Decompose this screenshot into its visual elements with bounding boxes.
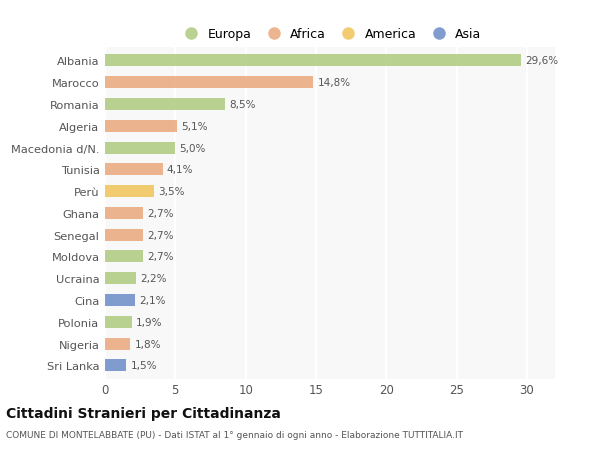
Bar — [105, 294, 134, 307]
Bar — [105, 360, 126, 372]
Text: 2,2%: 2,2% — [140, 274, 167, 284]
Bar — [105, 186, 154, 198]
Bar — [105, 338, 130, 350]
Text: 1,8%: 1,8% — [134, 339, 161, 349]
Bar — [105, 229, 143, 241]
Text: 2,1%: 2,1% — [139, 296, 165, 305]
Text: 29,6%: 29,6% — [526, 56, 559, 66]
Bar — [105, 207, 143, 219]
Bar — [105, 77, 313, 89]
Bar — [105, 273, 136, 285]
Text: 2,7%: 2,7% — [147, 252, 173, 262]
Text: 2,7%: 2,7% — [147, 230, 173, 240]
Bar — [105, 55, 521, 67]
Text: 2,7%: 2,7% — [147, 208, 173, 218]
Text: 3,5%: 3,5% — [158, 187, 185, 197]
Legend: Europa, Africa, America, Asia: Europa, Africa, America, Asia — [179, 28, 481, 41]
Text: 14,8%: 14,8% — [317, 78, 350, 88]
Bar — [105, 121, 177, 133]
Bar — [105, 251, 143, 263]
Text: COMUNE DI MONTELABBATE (PU) - Dati ISTAT al 1° gennaio di ogni anno - Elaborazio: COMUNE DI MONTELABBATE (PU) - Dati ISTAT… — [6, 431, 463, 440]
Text: 8,5%: 8,5% — [229, 100, 255, 110]
Text: 5,0%: 5,0% — [179, 143, 206, 153]
Text: 1,9%: 1,9% — [136, 317, 163, 327]
Bar — [105, 164, 163, 176]
Text: 1,5%: 1,5% — [130, 361, 157, 370]
Text: 4,1%: 4,1% — [167, 165, 193, 175]
Bar — [105, 142, 175, 154]
Bar — [105, 99, 224, 111]
Text: Cittadini Stranieri per Cittadinanza: Cittadini Stranieri per Cittadinanza — [6, 406, 281, 420]
Text: 5,1%: 5,1% — [181, 122, 208, 131]
Bar — [105, 316, 132, 328]
